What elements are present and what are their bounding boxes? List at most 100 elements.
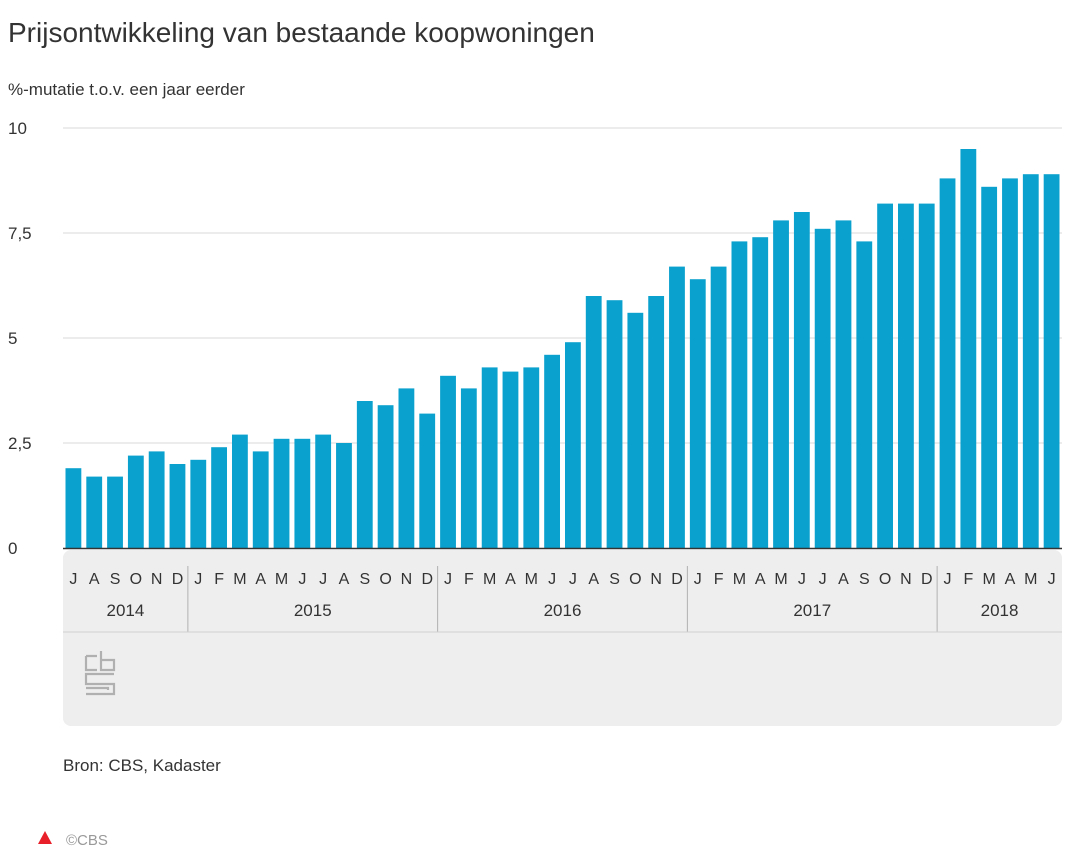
year-separators <box>63 566 1062 633</box>
bar <box>190 459 207 548</box>
bar <box>356 401 373 548</box>
month-label: D <box>172 571 184 588</box>
month-label: A <box>1005 571 1016 588</box>
y-tick-label: 10 <box>8 119 27 138</box>
bar <box>107 476 123 548</box>
month-label: A <box>755 571 766 588</box>
month-label: J <box>1048 571 1056 588</box>
bar <box>877 203 894 548</box>
bar <box>731 241 748 548</box>
month-label: S <box>110 571 121 588</box>
bar <box>440 375 456 548</box>
month-label: M <box>733 571 746 588</box>
bar <box>627 312 644 548</box>
bar <box>294 438 311 548</box>
bar <box>564 342 581 548</box>
month-label: N <box>650 571 662 588</box>
bar <box>127 455 144 548</box>
month-label: J <box>444 571 452 588</box>
month-label: M <box>275 571 288 588</box>
bar <box>148 451 165 548</box>
month-label: J <box>819 571 827 588</box>
month-label: S <box>359 571 370 588</box>
bar <box>606 300 623 548</box>
month-label: J <box>694 571 702 588</box>
copyright: ©CBS <box>66 832 108 849</box>
month-label: J <box>194 571 202 588</box>
month-label: F <box>714 571 724 588</box>
bar <box>481 367 498 548</box>
month-label: F <box>464 571 474 588</box>
month-label: M <box>774 571 787 588</box>
month-label: F <box>963 571 973 588</box>
bar <box>460 388 477 548</box>
month-label: D <box>921 571 933 588</box>
year-label: 2017 <box>793 601 831 620</box>
bar <box>398 388 415 548</box>
y-axis-ticks: 0 2,5 5 7,5 10 <box>8 119 32 558</box>
bar <box>377 405 394 548</box>
bar <box>689 279 706 548</box>
month-label: D <box>421 571 433 588</box>
bar <box>523 367 540 548</box>
axis-band <box>63 550 1062 726</box>
bar <box>169 464 186 548</box>
month-label: O <box>379 571 391 588</box>
bar <box>814 228 831 549</box>
month-label: M <box>982 571 995 588</box>
year-labels: 2014 2015 2016 2017 2018 <box>107 601 1019 620</box>
month-label: O <box>879 571 891 588</box>
bar <box>1002 178 1018 548</box>
bar <box>211 447 228 548</box>
bar <box>793 212 810 548</box>
month-label: O <box>130 571 142 588</box>
bar <box>710 266 727 548</box>
bar <box>273 438 290 548</box>
bar <box>315 434 332 548</box>
month-label: M <box>525 571 538 588</box>
gridlines <box>63 127 1062 444</box>
bar <box>648 296 665 548</box>
bar <box>231 434 248 548</box>
bar <box>585 296 602 548</box>
cbs-marker-icon <box>38 831 52 844</box>
bar <box>1043 174 1060 548</box>
month-label: J <box>69 571 77 588</box>
month-label: O <box>629 571 641 588</box>
y-tick-label: 2,5 <box>8 434 32 453</box>
month-label: A <box>339 571 350 588</box>
month-label: J <box>298 571 306 588</box>
bars <box>65 149 1060 549</box>
cbs-logo-icon <box>84 651 116 696</box>
month-label: M <box>1024 571 1037 588</box>
chart-subtitle: %-mutatie t.o.v. een jaar eerder <box>8 80 245 99</box>
year-label: 2018 <box>981 601 1019 620</box>
month-label: J <box>944 571 952 588</box>
month-label: A <box>505 571 516 588</box>
month-label: A <box>588 571 599 588</box>
bar <box>773 220 789 548</box>
month-label: N <box>151 571 163 588</box>
month-label: S <box>859 571 870 588</box>
year-label: 2015 <box>294 601 332 620</box>
month-label: A <box>838 571 849 588</box>
bar <box>981 186 998 549</box>
bar <box>86 476 103 548</box>
bar <box>918 203 935 548</box>
bar <box>856 241 873 548</box>
bar <box>252 451 269 548</box>
source-note: Bron: CBS, Kadaster <box>63 756 221 775</box>
y-tick-label: 0 <box>8 539 17 558</box>
y-tick-label: 5 <box>8 329 17 348</box>
month-label: J <box>548 571 556 588</box>
year-label: 2014 <box>107 601 145 620</box>
month-label: A <box>255 571 266 588</box>
bar <box>336 443 352 548</box>
bar <box>669 266 685 548</box>
bar <box>419 413 436 548</box>
y-tick-label: 7,5 <box>8 224 32 243</box>
year-label: 2016 <box>544 601 582 620</box>
bar <box>752 237 769 548</box>
